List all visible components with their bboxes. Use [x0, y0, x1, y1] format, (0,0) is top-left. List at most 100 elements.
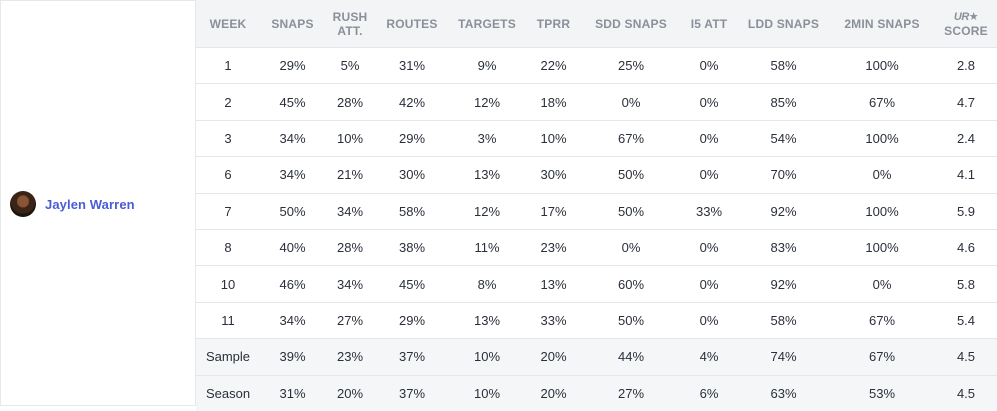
player-link[interactable]: Jaylen Warren — [10, 191, 135, 217]
cell-targets: 3% — [449, 119, 525, 157]
column-header-targets[interactable]: TARGETS — [449, 0, 525, 48]
cell-ldd-snaps: 70% — [738, 156, 829, 194]
cell-tprr: 18% — [525, 83, 582, 121]
column-header-i5-att[interactable]: I5 ATT — [680, 0, 738, 48]
cell-i5-att: 6% — [680, 374, 738, 411]
cell-week: 10 — [196, 265, 260, 303]
cell-sdd-snaps: 27% — [582, 374, 680, 411]
cell-i5-att: 0% — [680, 83, 738, 121]
cell-ur-score: 5.8 — [935, 265, 997, 303]
cell-2min-snaps: 0% — [829, 265, 935, 303]
cell-snaps: 34% — [260, 301, 325, 339]
cell-2min-snaps: 67% — [829, 83, 935, 121]
cell-sdd-snaps: 60% — [582, 265, 680, 303]
cell-targets: 11% — [449, 228, 525, 266]
cell-tprr: 20% — [525, 374, 582, 411]
cell-week: 1 — [196, 46, 260, 84]
cell-ldd-snaps: 74% — [738, 338, 829, 376]
cell-sdd-snaps: 50% — [582, 156, 680, 194]
column-header-week[interactable]: WEEK — [196, 0, 260, 48]
summary-row: Season 31% 20% 37% 10% 20% 27% 6% 63% 53% 4.5 — [196, 374, 997, 411]
column-header-2min-snaps[interactable]: 2MIN SNAPS — [829, 0, 935, 48]
cell-tprr: 30% — [525, 156, 582, 194]
player-cell: Jaylen Warren — [0, 0, 196, 406]
cell-ldd-snaps: 63% — [738, 374, 829, 411]
cell-rush-att: 28% — [325, 83, 375, 121]
cell-tprr: 23% — [525, 228, 582, 266]
cell-ldd-snaps: 54% — [738, 119, 829, 157]
column-header-routes[interactable]: ROUTES — [375, 0, 449, 48]
column-header-label: SCORE — [944, 24, 988, 38]
cell-snaps: 29% — [260, 46, 325, 84]
column-header-label: I5 ATT — [690, 16, 728, 31]
table-row: 11 34% 27% 29% 13% 33% 50% 0% 58% 67% 5.4 — [196, 301, 997, 339]
column-header-label-line2: ATT. — [337, 23, 363, 38]
table-row: 6 34% 21% 30% 13% 30% 50% 0% 70% 0% 4.1 — [196, 156, 997, 194]
cell-snaps: 45% — [260, 83, 325, 121]
cell-i5-att: 4% — [680, 338, 738, 376]
cell-rush-att: 34% — [325, 192, 375, 230]
cell-snaps: 31% — [260, 374, 325, 411]
cell-ur-score: 4.6 — [935, 228, 997, 266]
column-header-tprr[interactable]: TPRR — [525, 0, 582, 48]
cell-sdd-snaps: 44% — [582, 338, 680, 376]
column-header-label: RUSH — [332, 9, 368, 24]
cell-routes: 31% — [375, 46, 449, 84]
cell-ldd-snaps: 58% — [738, 301, 829, 339]
cell-routes: 38% — [375, 228, 449, 266]
cell-routes: 30% — [375, 156, 449, 194]
cell-targets: 8% — [449, 265, 525, 303]
cell-week: 7 — [196, 192, 260, 230]
table-row: 3 34% 10% 29% 3% 10% 67% 0% 54% 100% 2.4 — [196, 119, 997, 157]
cell-snaps: 34% — [260, 156, 325, 194]
cell-2min-snaps: 67% — [829, 338, 935, 376]
column-header-snaps[interactable]: SNAPS — [260, 0, 325, 48]
cell-ur-score: 4.1 — [935, 156, 997, 194]
cell-routes: 29% — [375, 301, 449, 339]
column-header-label: 2MIN SNAPS — [844, 16, 920, 31]
cell-week: 11 — [196, 301, 260, 339]
table-row: 7 50% 34% 58% 12% 17% 50% 33% 92% 100% 5.9 — [196, 192, 997, 230]
cell-rush-att: 28% — [325, 228, 375, 266]
player-name[interactable]: Jaylen Warren — [45, 196, 135, 212]
column-header-ur-score[interactable]: UR★ SCORE — [935, 0, 997, 48]
cell-targets: 13% — [449, 156, 525, 194]
cell-i5-att: 0% — [680, 265, 738, 303]
cell-snaps: 46% — [260, 265, 325, 303]
cell-ldd-snaps: 85% — [738, 83, 829, 121]
column-header-rush-att[interactable]: RUSH ATT. — [325, 0, 375, 48]
column-header-sdd-snaps[interactable]: SDD SNAPS — [582, 0, 680, 48]
column-header-label: TARGETS — [458, 16, 516, 31]
column-header-label: ROUTES — [386, 16, 438, 31]
cell-i5-att: 0% — [680, 156, 738, 194]
cell-tprr: 17% — [525, 192, 582, 230]
cell-routes: 29% — [375, 119, 449, 157]
column-header-label: TPRR — [536, 16, 571, 31]
table-row: 2 45% 28% 42% 12% 18% 0% 0% 85% 67% 4.7 — [196, 83, 997, 121]
cell-routes: 45% — [375, 265, 449, 303]
cell-targets: 10% — [449, 374, 525, 411]
cell-routes: 42% — [375, 83, 449, 121]
cell-tprr: 33% — [525, 301, 582, 339]
column-header-ldd-snaps[interactable]: LDD SNAPS — [738, 0, 829, 48]
weekly-usage-table: WEEK SNAPS RUSH ATT. ROUTES TARGETS TPRR SDD SN… — [196, 0, 997, 411]
cell-ur-score: 2.4 — [935, 119, 997, 157]
table-row: 10 46% 34% 45% 8% 13% 60% 0% 92% 0% 5.8 — [196, 265, 997, 303]
column-header-label: WEEK — [209, 16, 247, 31]
cell-snaps: 39% — [260, 338, 325, 376]
column-header-label: SNAPS — [271, 16, 314, 31]
cell-week: 3 — [196, 119, 260, 157]
cell-2min-snaps: 67% — [829, 301, 935, 339]
cell-ldd-snaps: 83% — [738, 228, 829, 266]
cell-sdd-snaps: 25% — [582, 46, 680, 84]
column-header-label: SDD SNAPS — [595, 16, 667, 31]
cell-routes: 58% — [375, 192, 449, 230]
cell-rush-att: 20% — [325, 374, 375, 411]
cell-week: 2 — [196, 83, 260, 121]
cell-rush-att: 23% — [325, 338, 375, 376]
cell-sdd-snaps: 50% — [582, 301, 680, 339]
cell-rush-att: 10% — [325, 119, 375, 157]
cell-rush-att: 5% — [325, 46, 375, 84]
cell-tprr: 13% — [525, 265, 582, 303]
cell-sdd-snaps: 0% — [582, 228, 680, 266]
